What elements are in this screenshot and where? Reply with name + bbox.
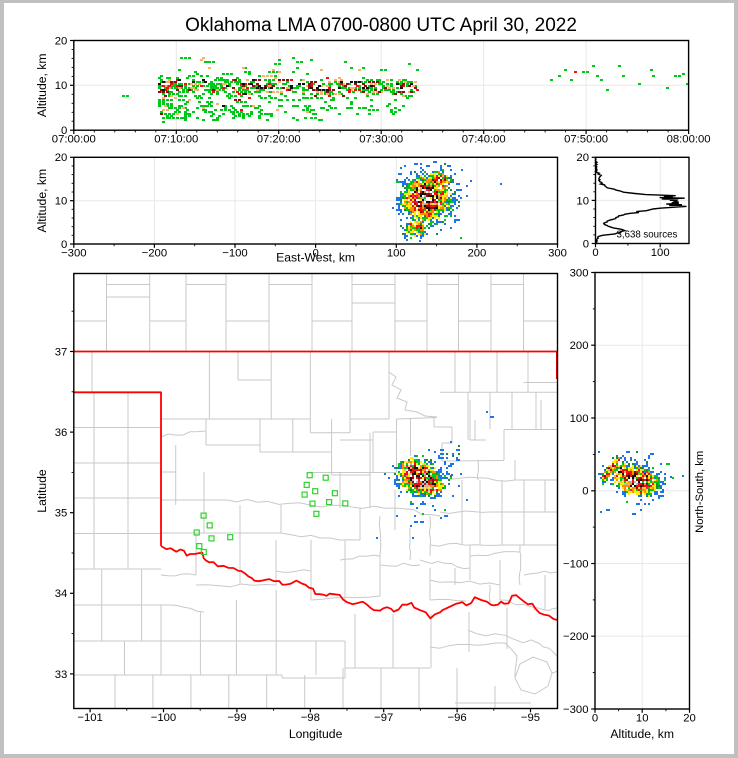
svg-text:07:40:00: 07:40:00 bbox=[462, 134, 506, 146]
svg-text:−96: −96 bbox=[448, 712, 467, 724]
svg-text:−98: −98 bbox=[301, 712, 320, 724]
svg-text:20: 20 bbox=[55, 152, 68, 164]
svg-text:200: 200 bbox=[467, 248, 486, 260]
svg-text:0: 0 bbox=[312, 248, 318, 260]
svg-text:−99: −99 bbox=[227, 712, 246, 724]
svg-text:37: 37 bbox=[55, 346, 68, 358]
svg-text:Altitude, km: Altitude, km bbox=[610, 727, 674, 741]
svg-text:300: 300 bbox=[570, 267, 589, 279]
svg-text:34: 34 bbox=[55, 588, 68, 600]
svg-text:100: 100 bbox=[387, 248, 406, 260]
svg-text:Altitude, km: Altitude, km bbox=[35, 169, 49, 233]
svg-text:0: 0 bbox=[61, 125, 67, 137]
svg-text:07:30:00: 07:30:00 bbox=[359, 134, 403, 146]
svg-text:−200: −200 bbox=[563, 631, 588, 643]
svg-text:Latitude: Latitude bbox=[35, 469, 49, 513]
svg-text:300: 300 bbox=[548, 248, 567, 260]
svg-text:10: 10 bbox=[55, 80, 68, 92]
svg-text:0: 0 bbox=[582, 486, 588, 498]
svg-text:100: 100 bbox=[570, 413, 589, 425]
svg-text:3,638 sources: 3,638 sources bbox=[617, 230, 678, 241]
svg-text:33: 33 bbox=[55, 669, 68, 681]
svg-text:North-South, km: North-South, km bbox=[694, 451, 706, 533]
svg-text:Altitude, km: Altitude, km bbox=[35, 53, 49, 117]
svg-text:10: 10 bbox=[576, 195, 589, 207]
svg-text:Oklahoma LMA 0700-0800 UTC Apr: Oklahoma LMA 0700-0800 UTC April 30, 202… bbox=[185, 15, 577, 36]
svg-text:0: 0 bbox=[61, 239, 67, 251]
svg-text:−200: −200 bbox=[142, 248, 167, 260]
svg-text:−100: −100 bbox=[222, 248, 247, 260]
svg-text:35: 35 bbox=[55, 508, 68, 520]
svg-text:36: 36 bbox=[55, 427, 68, 439]
svg-text:−300: −300 bbox=[563, 704, 588, 716]
svg-text:200: 200 bbox=[570, 340, 589, 352]
svg-text:08:00:00: 08:00:00 bbox=[667, 134, 711, 146]
svg-text:−300: −300 bbox=[61, 248, 86, 260]
svg-text:0: 0 bbox=[592, 713, 598, 725]
svg-text:20: 20 bbox=[576, 152, 589, 164]
svg-text:0: 0 bbox=[592, 247, 598, 259]
svg-text:−97: −97 bbox=[374, 712, 393, 724]
svg-text:20: 20 bbox=[55, 35, 68, 47]
svg-text:East-West, km: East-West, km bbox=[276, 251, 355, 265]
svg-text:10: 10 bbox=[636, 713, 649, 725]
svg-text:−101: −101 bbox=[77, 712, 102, 724]
svg-text:Longitude: Longitude bbox=[289, 727, 343, 741]
svg-text:−100: −100 bbox=[151, 712, 176, 724]
svg-text:10: 10 bbox=[55, 196, 68, 208]
svg-text:07:10:00: 07:10:00 bbox=[154, 134, 198, 146]
svg-text:−95: −95 bbox=[521, 712, 540, 724]
svg-text:07:20:00: 07:20:00 bbox=[257, 134, 301, 146]
svg-text:100: 100 bbox=[651, 247, 670, 259]
svg-text:20: 20 bbox=[683, 713, 696, 725]
svg-text:07:50:00: 07:50:00 bbox=[564, 134, 608, 146]
svg-text:−100: −100 bbox=[563, 558, 588, 570]
svg-text:0: 0 bbox=[583, 238, 589, 250]
svg-text:07:00:00: 07:00:00 bbox=[52, 134, 96, 146]
